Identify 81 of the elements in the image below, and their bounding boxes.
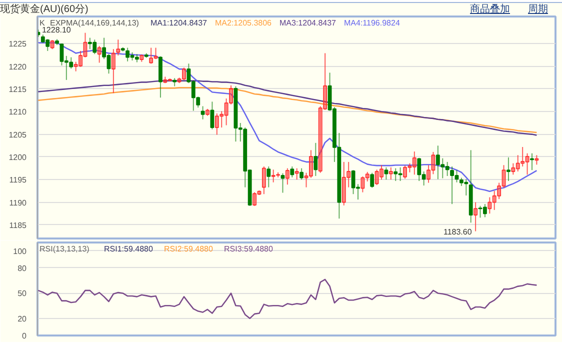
y-tick-label: 80 xyxy=(18,264,28,273)
text: MA2:1205.3806 xyxy=(215,18,272,28)
candlestick xyxy=(262,166,266,195)
candlestick xyxy=(252,192,256,206)
candlestick xyxy=(516,154,520,172)
candlestick xyxy=(168,78,172,82)
candlestick xyxy=(431,151,436,175)
candlestick xyxy=(220,110,224,128)
y-tick-label: 1190 xyxy=(9,198,28,208)
candlestick xyxy=(50,40,54,50)
annotation: K xyxy=(40,18,46,28)
candlestick xyxy=(271,169,276,183)
candlestick xyxy=(182,67,186,80)
candlestick xyxy=(116,39,120,56)
text: MA3:1204.8437 xyxy=(280,18,337,28)
candlestick xyxy=(257,190,262,196)
y-tick-label: 100 xyxy=(13,246,28,256)
text: MA4:1196.9824 xyxy=(344,18,400,28)
candlestick xyxy=(206,108,210,116)
candlestick xyxy=(346,161,351,188)
candlestick xyxy=(388,166,393,180)
candlestick xyxy=(318,106,322,174)
candlestick xyxy=(74,61,78,72)
annotation: 1228.10 xyxy=(42,26,72,35)
candlestick xyxy=(309,150,313,178)
text: 周期 xyxy=(528,4,548,15)
y-tick-label: 1225 xyxy=(8,40,28,49)
candlestick xyxy=(525,152,530,176)
candlestick xyxy=(380,164,384,180)
candlestick xyxy=(534,154,539,166)
y-tick-label: 1220 xyxy=(8,62,28,72)
candlestick xyxy=(304,172,308,188)
y-tick-label: 1200 xyxy=(8,152,28,162)
text: RSI3:59.4880 xyxy=(224,244,274,254)
annotation: MA1:1204.8437 xyxy=(150,18,208,28)
candlestick xyxy=(294,168,299,180)
y-tick-label: 50 xyxy=(18,289,28,298)
text: 商品叠加 xyxy=(470,4,510,15)
candlestick xyxy=(224,98,228,126)
y-tick-label: 1185 xyxy=(9,220,28,230)
candlestick xyxy=(83,32,88,58)
candlestick xyxy=(229,84,233,105)
annotation: RSI(13,13,13) xyxy=(40,244,90,254)
candlestick xyxy=(342,161,346,206)
annotation: RSI1:59.4880 xyxy=(104,244,154,254)
candlestick xyxy=(360,176,365,193)
y-tick-label: 1205 xyxy=(8,130,28,140)
candlestick xyxy=(78,50,82,68)
candlestick xyxy=(177,77,182,84)
candlestick xyxy=(97,45,102,64)
chart-title: 现货黄金(AU)(60分) xyxy=(0,3,88,16)
y-tick-label: 1210 xyxy=(8,108,28,117)
annotation: 1183.60 xyxy=(443,227,472,236)
candlestick xyxy=(403,165,407,180)
candlestick xyxy=(140,54,144,62)
candlestick xyxy=(474,202,478,232)
candlestick xyxy=(408,162,412,173)
annotation: RSI2:59.4880 xyxy=(164,244,214,254)
candlestick xyxy=(520,146,525,167)
candlestick xyxy=(426,164,430,184)
candlestick xyxy=(412,151,416,176)
y-tick-label: 0 xyxy=(22,332,28,340)
candlestick xyxy=(511,162,516,176)
y-tick-label: 1215 xyxy=(8,84,28,94)
candlestick xyxy=(163,76,168,84)
candlestick xyxy=(285,168,290,186)
candlestick xyxy=(111,48,116,94)
candlestick xyxy=(488,196,492,214)
candlestick xyxy=(374,169,379,186)
candlestick xyxy=(214,112,219,136)
candlestick xyxy=(492,190,496,210)
candlestick xyxy=(276,172,280,178)
candlestick xyxy=(502,164,506,188)
candlestick xyxy=(149,47,154,64)
y-tick-label: 1195 xyxy=(9,176,28,185)
candlestick xyxy=(365,171,370,182)
line-series xyxy=(38,278,538,320)
annotation: EXPMA(144,169,144,13) xyxy=(50,18,140,28)
y-tick-label: 20 xyxy=(18,314,28,324)
candlestick xyxy=(497,182,502,200)
candlestick xyxy=(323,52,328,110)
